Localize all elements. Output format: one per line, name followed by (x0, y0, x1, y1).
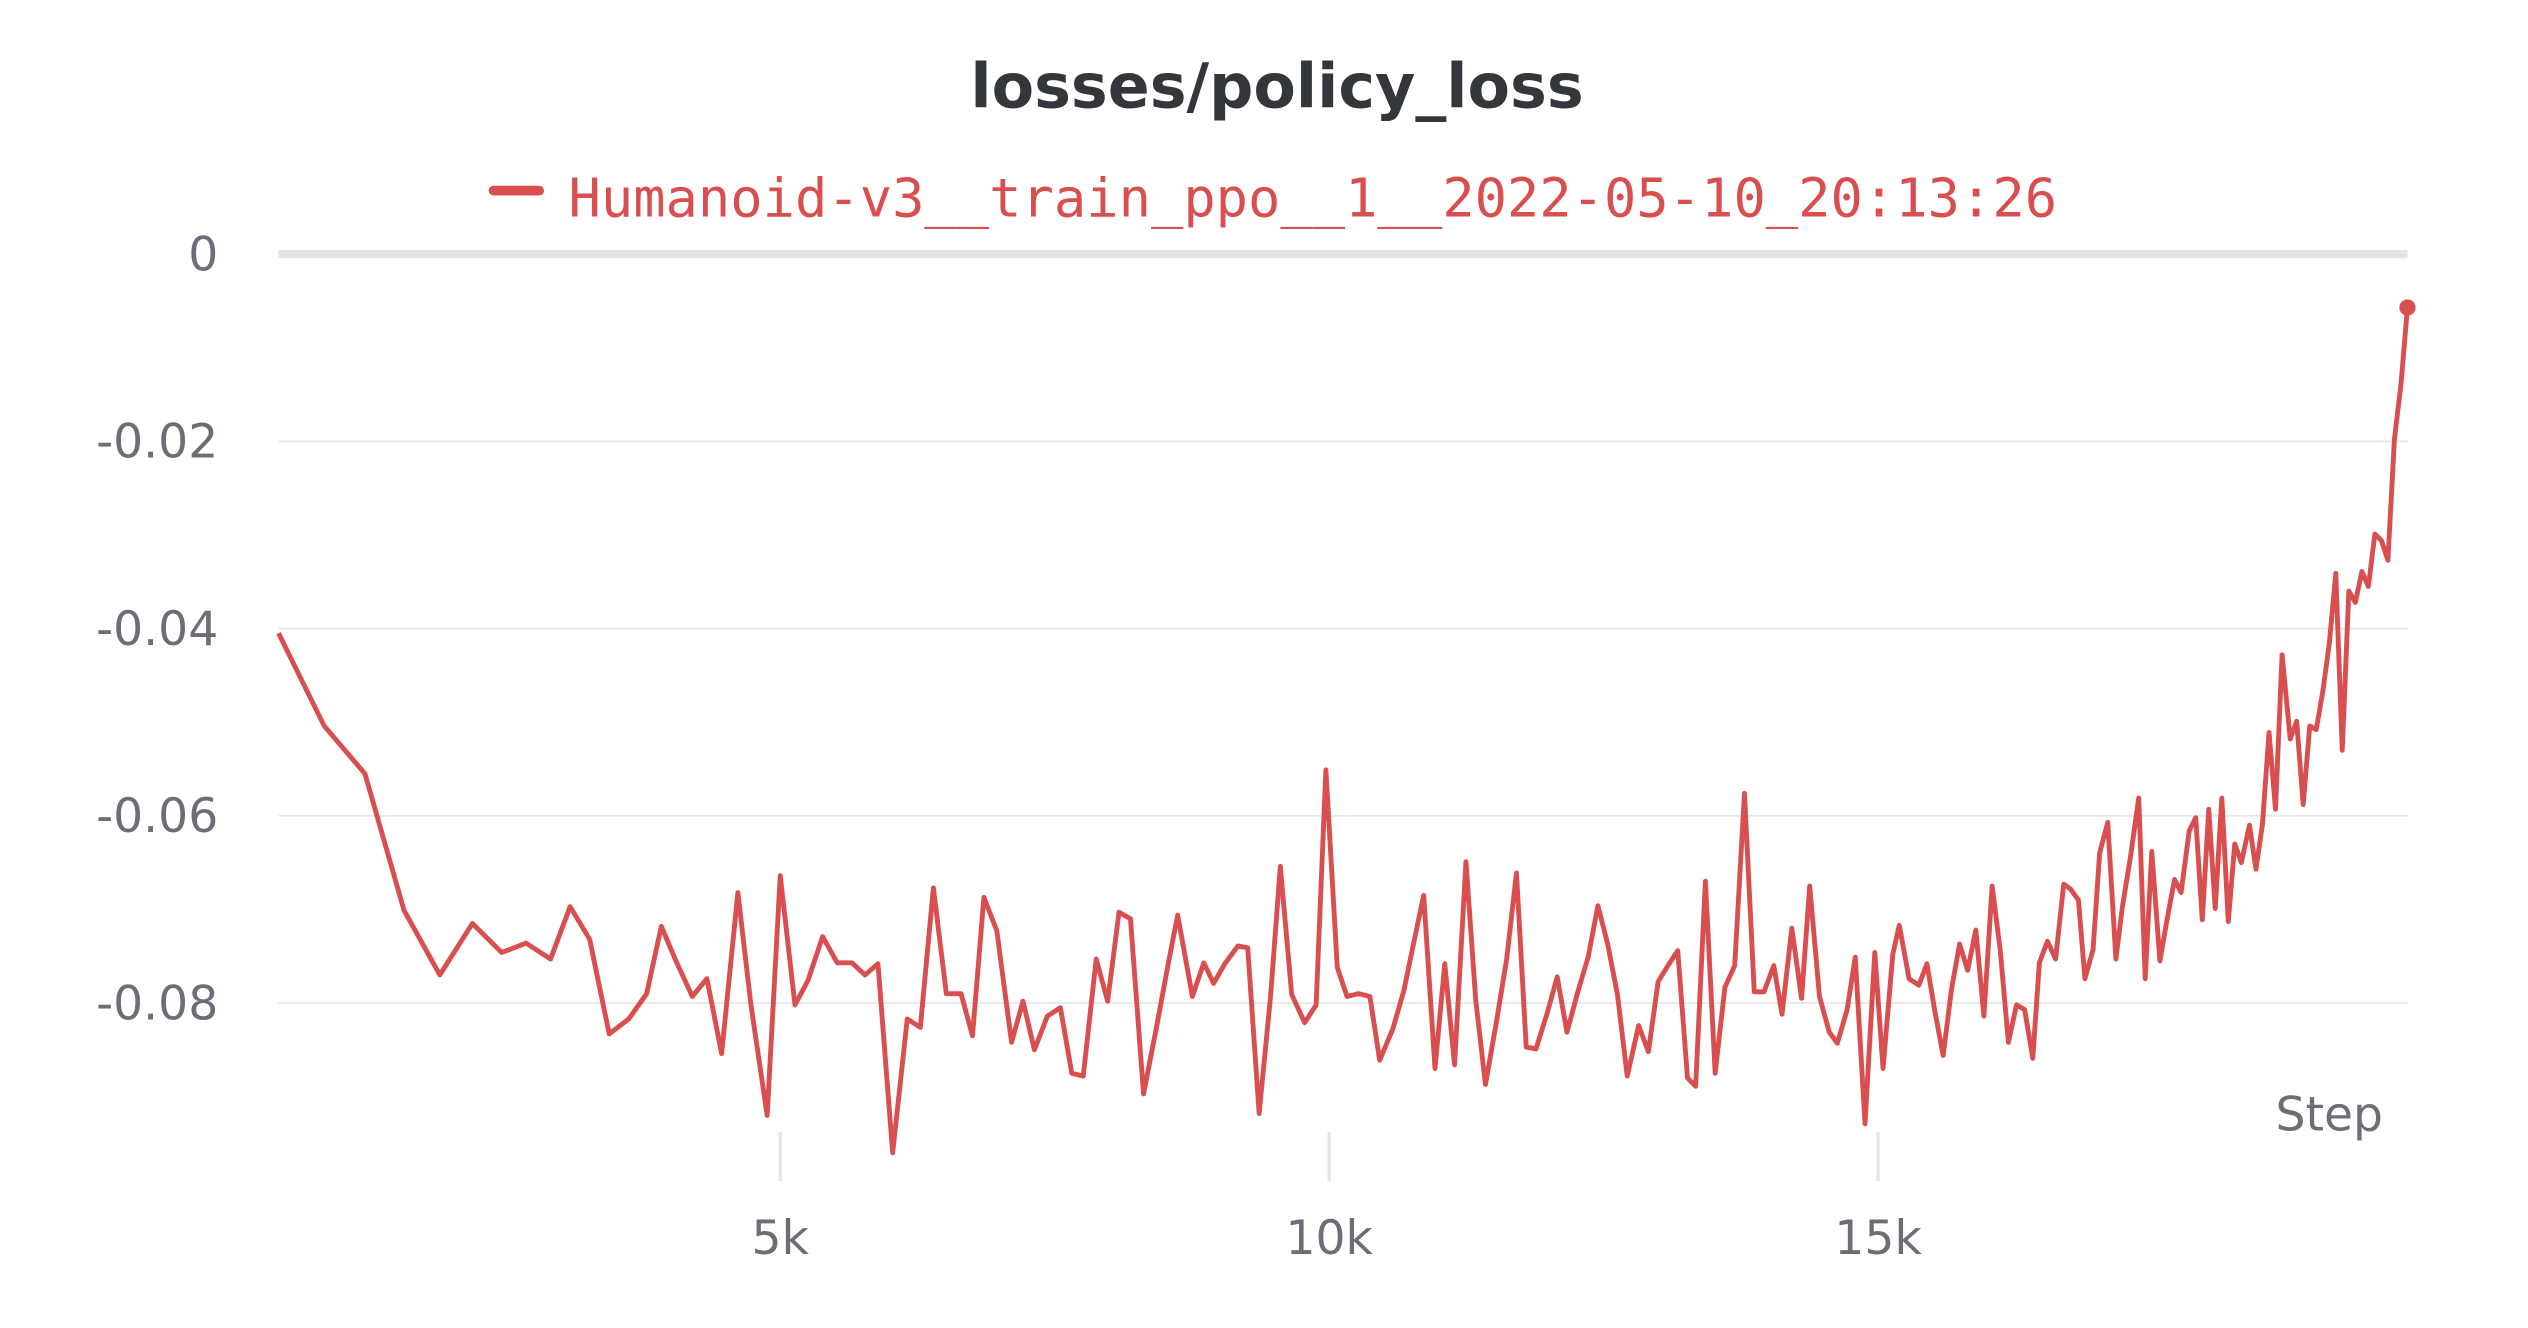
x-tick-label: 5k (752, 1211, 810, 1266)
y-tick-label: -0.06 (96, 789, 218, 844)
x-axis-label: Step (2276, 1087, 2384, 1142)
y-tick-label: -0.04 (96, 602, 218, 657)
series-line (276, 307, 2410, 1156)
x-tick-label: 10k (1285, 1211, 1373, 1266)
legend: Humanoid-v3__train_ppo__1__2022-05-10_20… (488, 167, 2057, 230)
y-tick-label: -0.08 (96, 976, 218, 1031)
legend-label: Humanoid-v3__train_ppo__1__2022-05-10_20… (568, 167, 2057, 230)
end-point (2399, 299, 2416, 316)
y-tick-label: -0.02 (96, 415, 218, 470)
x-tick-label: 15k (1834, 1211, 1922, 1266)
y-tick-label: 0 (188, 227, 218, 282)
chart-title: losses/policy_loss (970, 51, 1583, 123)
